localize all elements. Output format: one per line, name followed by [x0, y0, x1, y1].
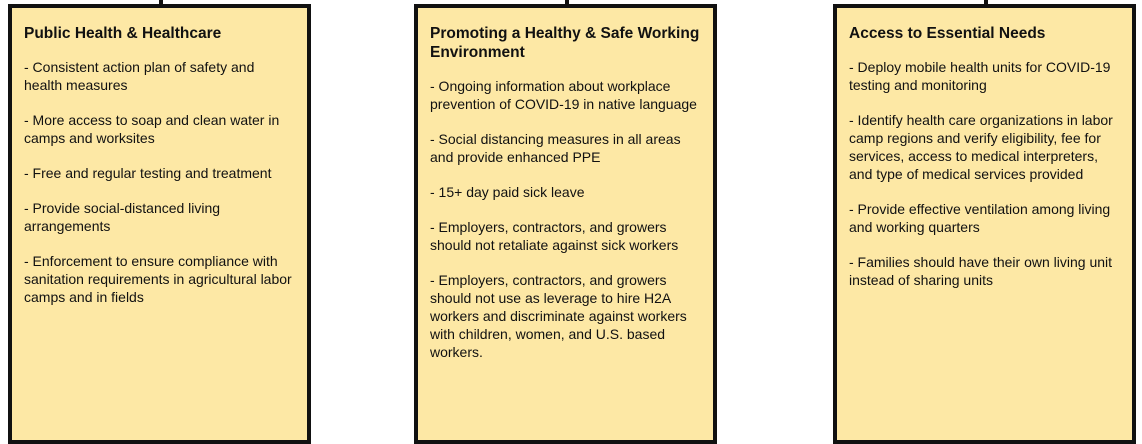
column-title: Access to Essential Needs: [849, 25, 1046, 42]
column-item: - 15+ day paid sick leave: [430, 184, 585, 200]
column-item: - More access to soap and clean water in…: [24, 112, 280, 146]
column-item: - Free and regular testing and treatment: [24, 165, 272, 181]
column-box: Access to Essential Needs - Deploy mobile…: [833, 4, 1136, 444]
column-content: Public Health & Healthcare - Consistent a…: [12, 8, 307, 306]
column-item: - Deploy mobile health units for COVID-1…: [849, 59, 1111, 93]
column-item: - Ongoing information about workplace pr…: [430, 78, 697, 112]
column-item: - Social distancing measures in all area…: [430, 131, 681, 165]
column-box: Promoting a Healthy & Safe Working Envir…: [414, 4, 717, 444]
connector: [984, 0, 988, 6]
column-box: Public Health & Healthcare - Consistent a…: [8, 4, 311, 444]
column-item: - Employers, contractors, and growers sh…: [430, 272, 687, 360]
column-content: Access to Essential Needs - Deploy mobile…: [837, 8, 1132, 289]
connector: [159, 0, 163, 6]
column-item: - Employers, contractors, and growers sh…: [430, 219, 679, 253]
column-item: - Families should have their own living …: [849, 254, 1113, 288]
column-title: Public Health & Healthcare: [24, 25, 222, 42]
column-item: - Enforcement to ensure compliance with …: [24, 253, 292, 305]
column-title: Promoting a Healthy & Safe Working Envir…: [430, 25, 700, 61]
column-item: - Consistent action plan of safety and h…: [24, 59, 255, 93]
column-item: - Provide effective ventilation among li…: [849, 201, 1111, 235]
column-item: - Identify health care organizations in …: [849, 112, 1113, 182]
connector: [565, 0, 569, 6]
column-item: - Provide social-distanced living arrang…: [24, 200, 221, 234]
column-content: Promoting a Healthy & Safe Working Envir…: [418, 8, 713, 361]
